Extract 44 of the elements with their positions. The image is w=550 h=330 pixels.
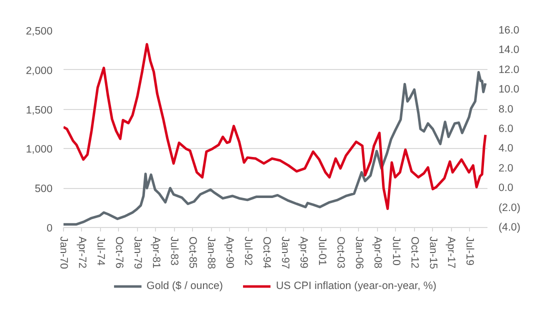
x-tick-label: Jul-92: [242, 236, 254, 266]
x-tick-label: Jan-06: [352, 236, 365, 270]
x-tick-label: Jan-97: [279, 236, 292, 270]
y2-tick-label: 4.0: [498, 142, 514, 155]
y2-tick-label: 10.0: [498, 84, 520, 96]
x-tick-label: Jan-15: [426, 236, 439, 270]
x-tick-label: Jan-88: [205, 236, 218, 270]
y-tick-label: 2,500: [26, 26, 53, 38]
y2-tick-label: 16.0: [498, 24, 520, 36]
x-tick-label: Apr-08: [371, 236, 384, 269]
y-tick-label: 1,000: [26, 144, 53, 156]
y2-tick-label: 12.0: [498, 64, 520, 76]
x-tick-label: Apr-90: [224, 236, 236, 269]
x-tick-label: Jul-83: [168, 236, 180, 266]
x-tick-label: Jul-74: [94, 236, 106, 266]
legend-label: Gold ($ / ounce): [146, 280, 223, 292]
legend-label: US CPI inflation (year-on-year, %): [276, 280, 436, 292]
y2-tick-label: 6.0: [498, 123, 514, 135]
x-tick-label: Jan-79: [131, 236, 144, 270]
line-series: [64, 71, 487, 226]
line-series: [64, 43, 487, 210]
x-tick-label: Jul-10: [390, 236, 402, 266]
y2-tick-label: (4.0): [498, 222, 520, 234]
y-tick-label: 1,500: [26, 104, 53, 116]
x-tick-label: Apr-72: [76, 236, 88, 269]
x-tick-label: Oct-76: [112, 236, 125, 269]
x-tick-label: Jul-19: [464, 236, 476, 266]
x-tick-label: Jan-70: [58, 236, 70, 270]
y-tick-label: 0: [46, 222, 53, 234]
y2-tick-label: (2.0): [498, 202, 520, 214]
x-tick-label: Apr-81: [150, 236, 162, 269]
x-tick-label: Jul-01: [316, 236, 328, 266]
y2-tick-label: 14.0: [498, 44, 520, 56]
y2-tick-label: 0.0: [498, 182, 514, 194]
y2-tick-label: 8.0: [498, 103, 514, 116]
x-tick-label: Apr-99: [298, 236, 310, 269]
x-tick-label: Oct-12: [408, 236, 420, 269]
x-tick-label: Oct-94: [260, 236, 273, 269]
y2-tick-label: 2.0: [498, 162, 514, 174]
x-tick-label: Apr-17: [445, 236, 458, 269]
y-tick-label: 2,000: [26, 64, 53, 77]
x-tick-label: Oct-85: [186, 236, 199, 269]
x-tick-label: Oct-03: [334, 236, 346, 269]
y-tick-label: 500: [34, 183, 53, 196]
